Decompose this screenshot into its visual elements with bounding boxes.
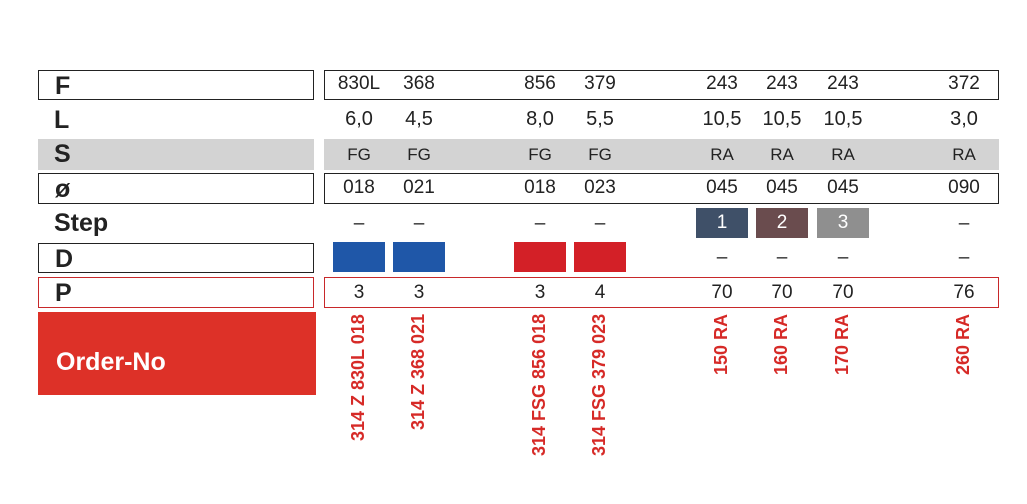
- cell-o-7: 090: [948, 177, 980, 198]
- order-number-3: 314 FSG 379 023: [589, 313, 609, 456]
- cell-F-6: 243: [827, 73, 859, 94]
- cell-S-6: RA: [831, 145, 855, 164]
- cell-o-5: 045: [766, 177, 798, 198]
- cell-step-0: –: [353, 213, 365, 234]
- cell-S-4: RA: [710, 145, 734, 164]
- cell-L-2: 8,0: [526, 108, 554, 130]
- cell-P-4: 70: [711, 282, 733, 303]
- cell-step-3: –: [594, 213, 606, 234]
- step-badge-5: 2: [756, 208, 808, 238]
- row-label-P: P: [38, 277, 314, 308]
- cell-L-7: 3,0: [950, 108, 978, 130]
- cell-L-6: 10,5: [823, 108, 863, 130]
- cell-L-4: 10,5: [702, 108, 742, 130]
- cell-D-7: –: [958, 247, 970, 268]
- cell-o-6: 045: [827, 177, 859, 198]
- cell-F-2: 856: [524, 73, 556, 94]
- cell-S-0: FG: [347, 145, 371, 164]
- order-number-0: 314 Z 830L 018: [348, 314, 368, 441]
- order-number-4: 150 RA: [711, 313, 731, 375]
- cell-F-0: 830L: [337, 73, 381, 94]
- cell-P-0: 3: [353, 282, 365, 303]
- cell-P-7: 76: [953, 282, 975, 303]
- color-swatch-0: [333, 242, 385, 272]
- cell-S-5: RA: [770, 145, 794, 164]
- cell-P-1: 3: [413, 282, 425, 303]
- cell-D-5: –: [776, 247, 788, 268]
- cell-L-1: 4,5: [405, 108, 433, 130]
- order-number-6: 170 RA: [832, 313, 852, 375]
- cell-step-7: –: [958, 213, 970, 234]
- order-number-2: 314 FSG 856 018: [529, 313, 549, 456]
- row-frame-S: [324, 139, 999, 170]
- cell-P-3: 4: [594, 282, 606, 303]
- row-label-step: Step: [54, 209, 109, 237]
- step-badge-4: 1: [696, 208, 748, 238]
- cell-S-2: FG: [528, 145, 552, 164]
- row-label-L: L: [54, 106, 70, 134]
- cell-L-5: 10,5: [762, 108, 802, 130]
- cell-o-3: 023: [584, 177, 616, 198]
- cell-S-3: FG: [588, 145, 612, 164]
- cell-L-0: 6,0: [345, 108, 373, 130]
- cell-F-5: 243: [766, 73, 798, 94]
- row-label-D: D: [38, 243, 314, 273]
- cell-S-1: FG: [407, 145, 431, 164]
- cell-step-2: –: [534, 213, 546, 234]
- cell-F-4: 243: [706, 73, 738, 94]
- cell-L-3: 5,5: [586, 108, 614, 130]
- step-badge-6: 3: [817, 208, 869, 238]
- cell-o-0: 018: [343, 177, 375, 198]
- row-frame-P: [324, 277, 999, 308]
- row-frame-F: [324, 70, 999, 100]
- cell-o-4: 045: [706, 177, 738, 198]
- order-number-1: 314 Z 368 021: [408, 313, 428, 430]
- cell-P-2: 3: [534, 282, 546, 303]
- cell-D-4: –: [716, 247, 728, 268]
- cell-o-2: 018: [524, 177, 556, 198]
- cell-D-6: –: [837, 247, 849, 268]
- cell-step-1: –: [413, 213, 425, 234]
- cell-S-7: RA: [952, 145, 976, 164]
- color-swatch-1: [393, 242, 445, 272]
- row-label-diameter: ø: [38, 173, 314, 204]
- cell-F-3: 379: [584, 73, 616, 94]
- cell-F-7: 372: [948, 73, 980, 94]
- row-frame-diameter: [324, 173, 999, 204]
- cell-P-6: 70: [832, 282, 854, 303]
- color-swatch-3: [574, 242, 626, 272]
- order-number-7: 260 RA: [953, 313, 973, 375]
- row-label-S: S: [38, 139, 314, 170]
- cell-F-1: 368: [403, 73, 435, 94]
- cell-o-1: 021: [403, 177, 435, 198]
- color-swatch-2: [514, 242, 566, 272]
- order-no-label: Order-No: [38, 312, 316, 395]
- row-label-F: F: [38, 70, 314, 100]
- order-number-5: 160 RA: [771, 313, 791, 375]
- cell-P-5: 70: [771, 282, 793, 303]
